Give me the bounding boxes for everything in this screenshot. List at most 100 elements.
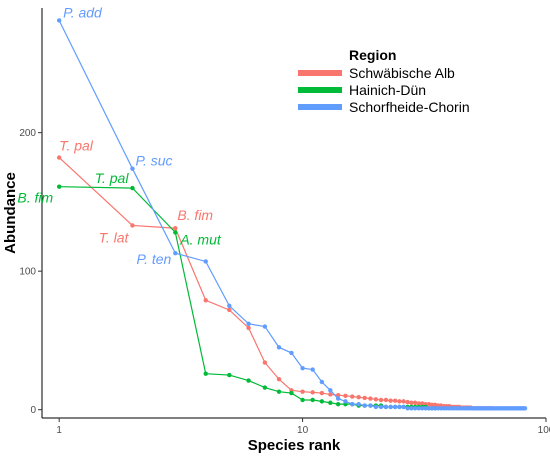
annotation-8: A. mut <box>179 231 222 247</box>
data-point-2-81 <box>522 406 528 411</box>
series-1 <box>56 184 438 411</box>
data-point-0-23 <box>392 398 398 403</box>
data-point-0-4 <box>227 307 232 313</box>
series-line-1 <box>59 186 436 409</box>
annotation-1: P. suc <box>135 153 172 169</box>
data-point-0-33 <box>429 402 435 408</box>
data-point-0-12 <box>328 392 333 397</box>
data-point-2-0 <box>56 18 62 23</box>
data-point-0-14 <box>343 393 348 399</box>
data-point-1-3 <box>203 371 208 376</box>
data-point-2-26 <box>405 406 410 411</box>
data-point-2-2 <box>173 250 178 256</box>
x-tick-label-2: 100 <box>538 425 550 436</box>
annotation-6: T. pal <box>95 170 130 186</box>
data-point-2-3 <box>203 259 208 264</box>
data-point-2-31 <box>423 406 428 411</box>
y-axis-title: Abundance <box>2 172 19 254</box>
data-point-0-2 <box>173 226 178 231</box>
data-point-0-13 <box>335 392 341 398</box>
data-point-2-16 <box>356 401 361 407</box>
data-point-0-29 <box>416 401 421 406</box>
legend-label-1: Hainich-Dün <box>349 82 426 98</box>
legend-title: Region <box>349 47 396 63</box>
data-point-1-4 <box>227 372 232 378</box>
data-point-2-5 <box>246 321 251 327</box>
data-point-1-13 <box>335 401 341 407</box>
data-point-2-23 <box>392 404 398 410</box>
data-point-0-22 <box>388 398 393 403</box>
data-point-1-7 <box>276 389 282 394</box>
annotation-0: P. add <box>63 4 103 20</box>
data-point-0-10 <box>310 390 315 395</box>
data-point-0-6 <box>262 360 268 365</box>
data-point-2-7 <box>276 345 282 350</box>
data-point-1-0 <box>56 184 62 189</box>
data-point-2-9 <box>300 365 305 371</box>
data-point-2-20 <box>378 404 384 410</box>
annotation-layer: P. add P. suc P. ten T. pal T. lat B. fim T. p… <box>17 4 221 267</box>
data-point-0-21 <box>383 397 389 403</box>
data-point-0-30 <box>419 401 425 406</box>
data-point-0-18 <box>368 396 373 401</box>
data-point-0-15 <box>350 394 355 399</box>
legend-label-0: Schwäbische Alb <box>349 65 455 81</box>
data-point-0-20 <box>378 397 384 403</box>
annotation-5: B. fim <box>177 207 213 223</box>
data-point-0-19 <box>373 397 379 402</box>
data-point-1-11 <box>319 399 325 404</box>
series-2 <box>56 18 528 411</box>
annotation-3: T. pal <box>59 138 94 154</box>
annotation-2: P. ten <box>137 251 172 267</box>
data-point-2-1 <box>130 166 135 171</box>
data-point-0-28 <box>412 400 418 405</box>
y-tick-label-0: 0 <box>30 405 36 416</box>
data-point-0-5 <box>246 325 251 331</box>
data-point-2-15 <box>350 401 355 407</box>
series-line-0 <box>58 157 492 409</box>
data-point-2-25 <box>401 404 406 410</box>
data-point-0-11 <box>319 390 325 396</box>
data-point-2-29 <box>416 406 421 411</box>
data-point-2-12 <box>328 388 333 393</box>
data-point-2-8 <box>289 350 294 356</box>
data-point-2-33 <box>429 406 435 411</box>
data-point-0-7 <box>276 377 282 382</box>
data-point-2-22 <box>388 404 393 410</box>
data-point-1-9 <box>300 397 305 403</box>
data-point-0-16 <box>356 395 361 400</box>
data-point-1-10 <box>310 397 315 403</box>
x-tick-label-0: 1 <box>56 425 62 436</box>
series-0 <box>56 155 495 411</box>
data-point-0-25 <box>401 399 406 404</box>
annotation-4: T. lat <box>99 229 130 245</box>
data-point-0-0 <box>56 155 62 160</box>
data-point-2-13 <box>335 396 341 401</box>
data-point-2-6 <box>262 324 268 329</box>
data-point-2-24 <box>397 404 402 410</box>
data-point-1-2 <box>173 230 178 235</box>
data-point-0-3 <box>203 298 208 303</box>
annotation-7: B. fim <box>17 190 53 206</box>
data-point-2-14 <box>343 399 348 404</box>
data-point-0-27 <box>409 400 414 405</box>
data-point-1-8 <box>289 390 294 396</box>
data-point-1-5 <box>246 378 251 383</box>
x-axis-title: Species rank <box>248 437 341 454</box>
data-point-2-17 <box>362 403 367 408</box>
data-point-2-4 <box>227 303 232 308</box>
y-tick-label-2: 200 <box>19 128 36 139</box>
data-point-0-1 <box>130 223 135 228</box>
data-point-0-17 <box>362 395 367 401</box>
series-line-2 <box>58 20 526 409</box>
x-tick-label-1: 10 <box>297 425 309 436</box>
data-point-0-26 <box>405 399 410 405</box>
data-point-1-12 <box>328 400 333 405</box>
data-point-2-28 <box>412 406 418 411</box>
y-tick-label-1: 100 <box>19 267 36 278</box>
data-point-0-9 <box>300 389 305 394</box>
series-layer <box>56 18 528 411</box>
data-point-2-10 <box>310 367 315 372</box>
data-point-2-11 <box>319 379 325 385</box>
